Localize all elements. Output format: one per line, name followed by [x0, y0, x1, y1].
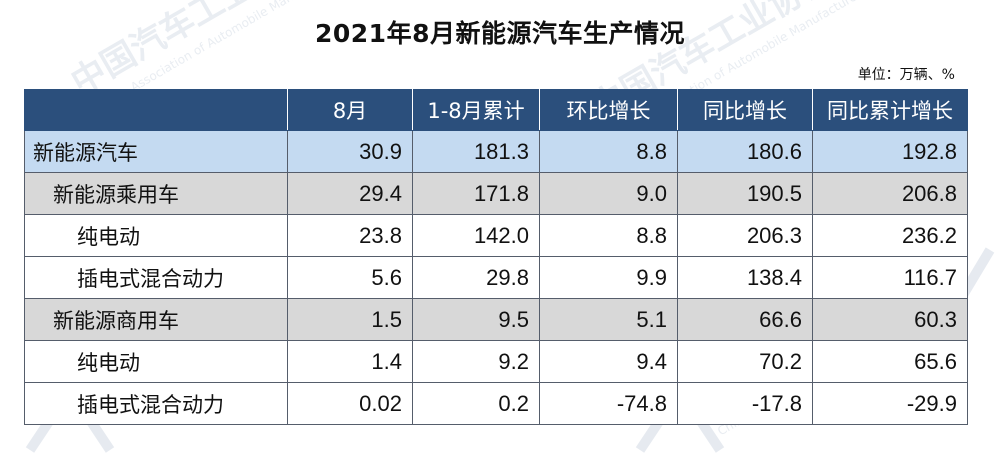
cell-cumulative: 142.0 [412, 214, 540, 257]
cell-mom-growth: 5.1 [539, 298, 678, 341]
cell-yoy-cumulative-growth: 192.8 [812, 130, 968, 173]
cell-yoy-growth: 138.4 [677, 256, 813, 299]
table-row: 纯电动 1.4 9.2 9.4 70.2 65.6 [24, 340, 968, 383]
cell-yoy-growth: 70.2 [677, 340, 813, 383]
cell-cumulative: 171.8 [412, 172, 540, 215]
cell-month: 23.8 [287, 214, 413, 257]
cell-cumulative: 0.2 [412, 382, 540, 425]
cell-yoy-cumulative-growth: 65.6 [812, 340, 968, 383]
table-row: 插电式混合动力 0.02 0.2 -74.8 -17.8 -29.9 [24, 382, 968, 425]
cell-yoy-cumulative-growth: 60.3 [812, 298, 968, 341]
cell-month: 29.4 [287, 172, 413, 215]
header-month: 8月 [287, 89, 413, 131]
row-label: 插电式混合动力 [24, 382, 288, 425]
cell-yoy-cumulative-growth: 206.8 [812, 172, 968, 215]
cell-mom-growth: 9.4 [539, 340, 678, 383]
table-header-row: 8月 1-8月累计 环比增长 同比增长 同比累计增长 [24, 89, 968, 131]
table-row: 插电式混合动力 5.6 29.8 9.9 138.4 116.7 [24, 256, 968, 299]
cell-month: 5.6 [287, 256, 413, 299]
cell-cumulative: 9.5 [412, 298, 540, 341]
row-label: 插电式混合动力 [24, 256, 288, 299]
cell-mom-growth: 9.9 [539, 256, 678, 299]
production-table: 8月 1-8月累计 环比增长 同比增长 同比累计增长 新能源汽车 30.9 18… [24, 89, 968, 425]
cell-month: 1.4 [287, 340, 413, 383]
cell-yoy-growth: 190.5 [677, 172, 813, 215]
header-yoy-growth: 同比增长 [677, 89, 813, 131]
table-row: 新能源商用车 1.5 9.5 5.1 66.6 60.3 [24, 298, 968, 341]
page-title: 2021年8月新能源汽车生产情况 [315, 19, 685, 48]
cell-yoy-cumulative-growth: 236.2 [812, 214, 968, 257]
cell-month: 0.02 [287, 382, 413, 425]
row-label: 新能源商用车 [24, 298, 288, 341]
cell-yoy-growth: -17.8 [677, 382, 813, 425]
unit-label: 单位：万辆、% [857, 67, 955, 83]
cell-mom-growth: 9.0 [539, 172, 678, 215]
cell-mom-growth: -74.8 [539, 382, 678, 425]
cell-month: 30.9 [287, 130, 413, 173]
cell-yoy-cumulative-growth: -29.9 [812, 382, 968, 425]
header-category [24, 89, 288, 131]
cell-yoy-growth: 66.6 [677, 298, 813, 341]
table-row: 新能源乘用车 29.4 171.8 9.0 190.5 206.8 [24, 172, 968, 215]
row-label: 新能源汽车 [24, 130, 288, 173]
row-label: 纯电动 [24, 214, 288, 257]
cell-cumulative: 9.2 [412, 340, 540, 383]
cell-yoy-growth: 206.3 [677, 214, 813, 257]
row-label: 纯电动 [24, 340, 288, 383]
table-row: 纯电动 23.8 142.0 8.8 206.3 236.2 [24, 214, 968, 257]
cell-month: 1.5 [287, 298, 413, 341]
header-yoy-cumulative-growth: 同比累计增长 [812, 89, 968, 131]
cell-yoy-growth: 180.6 [677, 130, 813, 173]
table-row: 新能源汽车 30.9 181.3 8.8 180.6 192.8 [24, 130, 968, 173]
row-label: 新能源乘用车 [24, 172, 288, 215]
cell-mom-growth: 8.8 [539, 130, 678, 173]
cell-cumulative: 181.3 [412, 130, 540, 173]
header-cumulative: 1-8月累计 [412, 89, 540, 131]
cell-cumulative: 29.8 [412, 256, 540, 299]
cell-yoy-cumulative-growth: 116.7 [812, 256, 968, 299]
cell-mom-growth: 8.8 [539, 214, 678, 257]
header-mom-growth: 环比增长 [539, 89, 678, 131]
